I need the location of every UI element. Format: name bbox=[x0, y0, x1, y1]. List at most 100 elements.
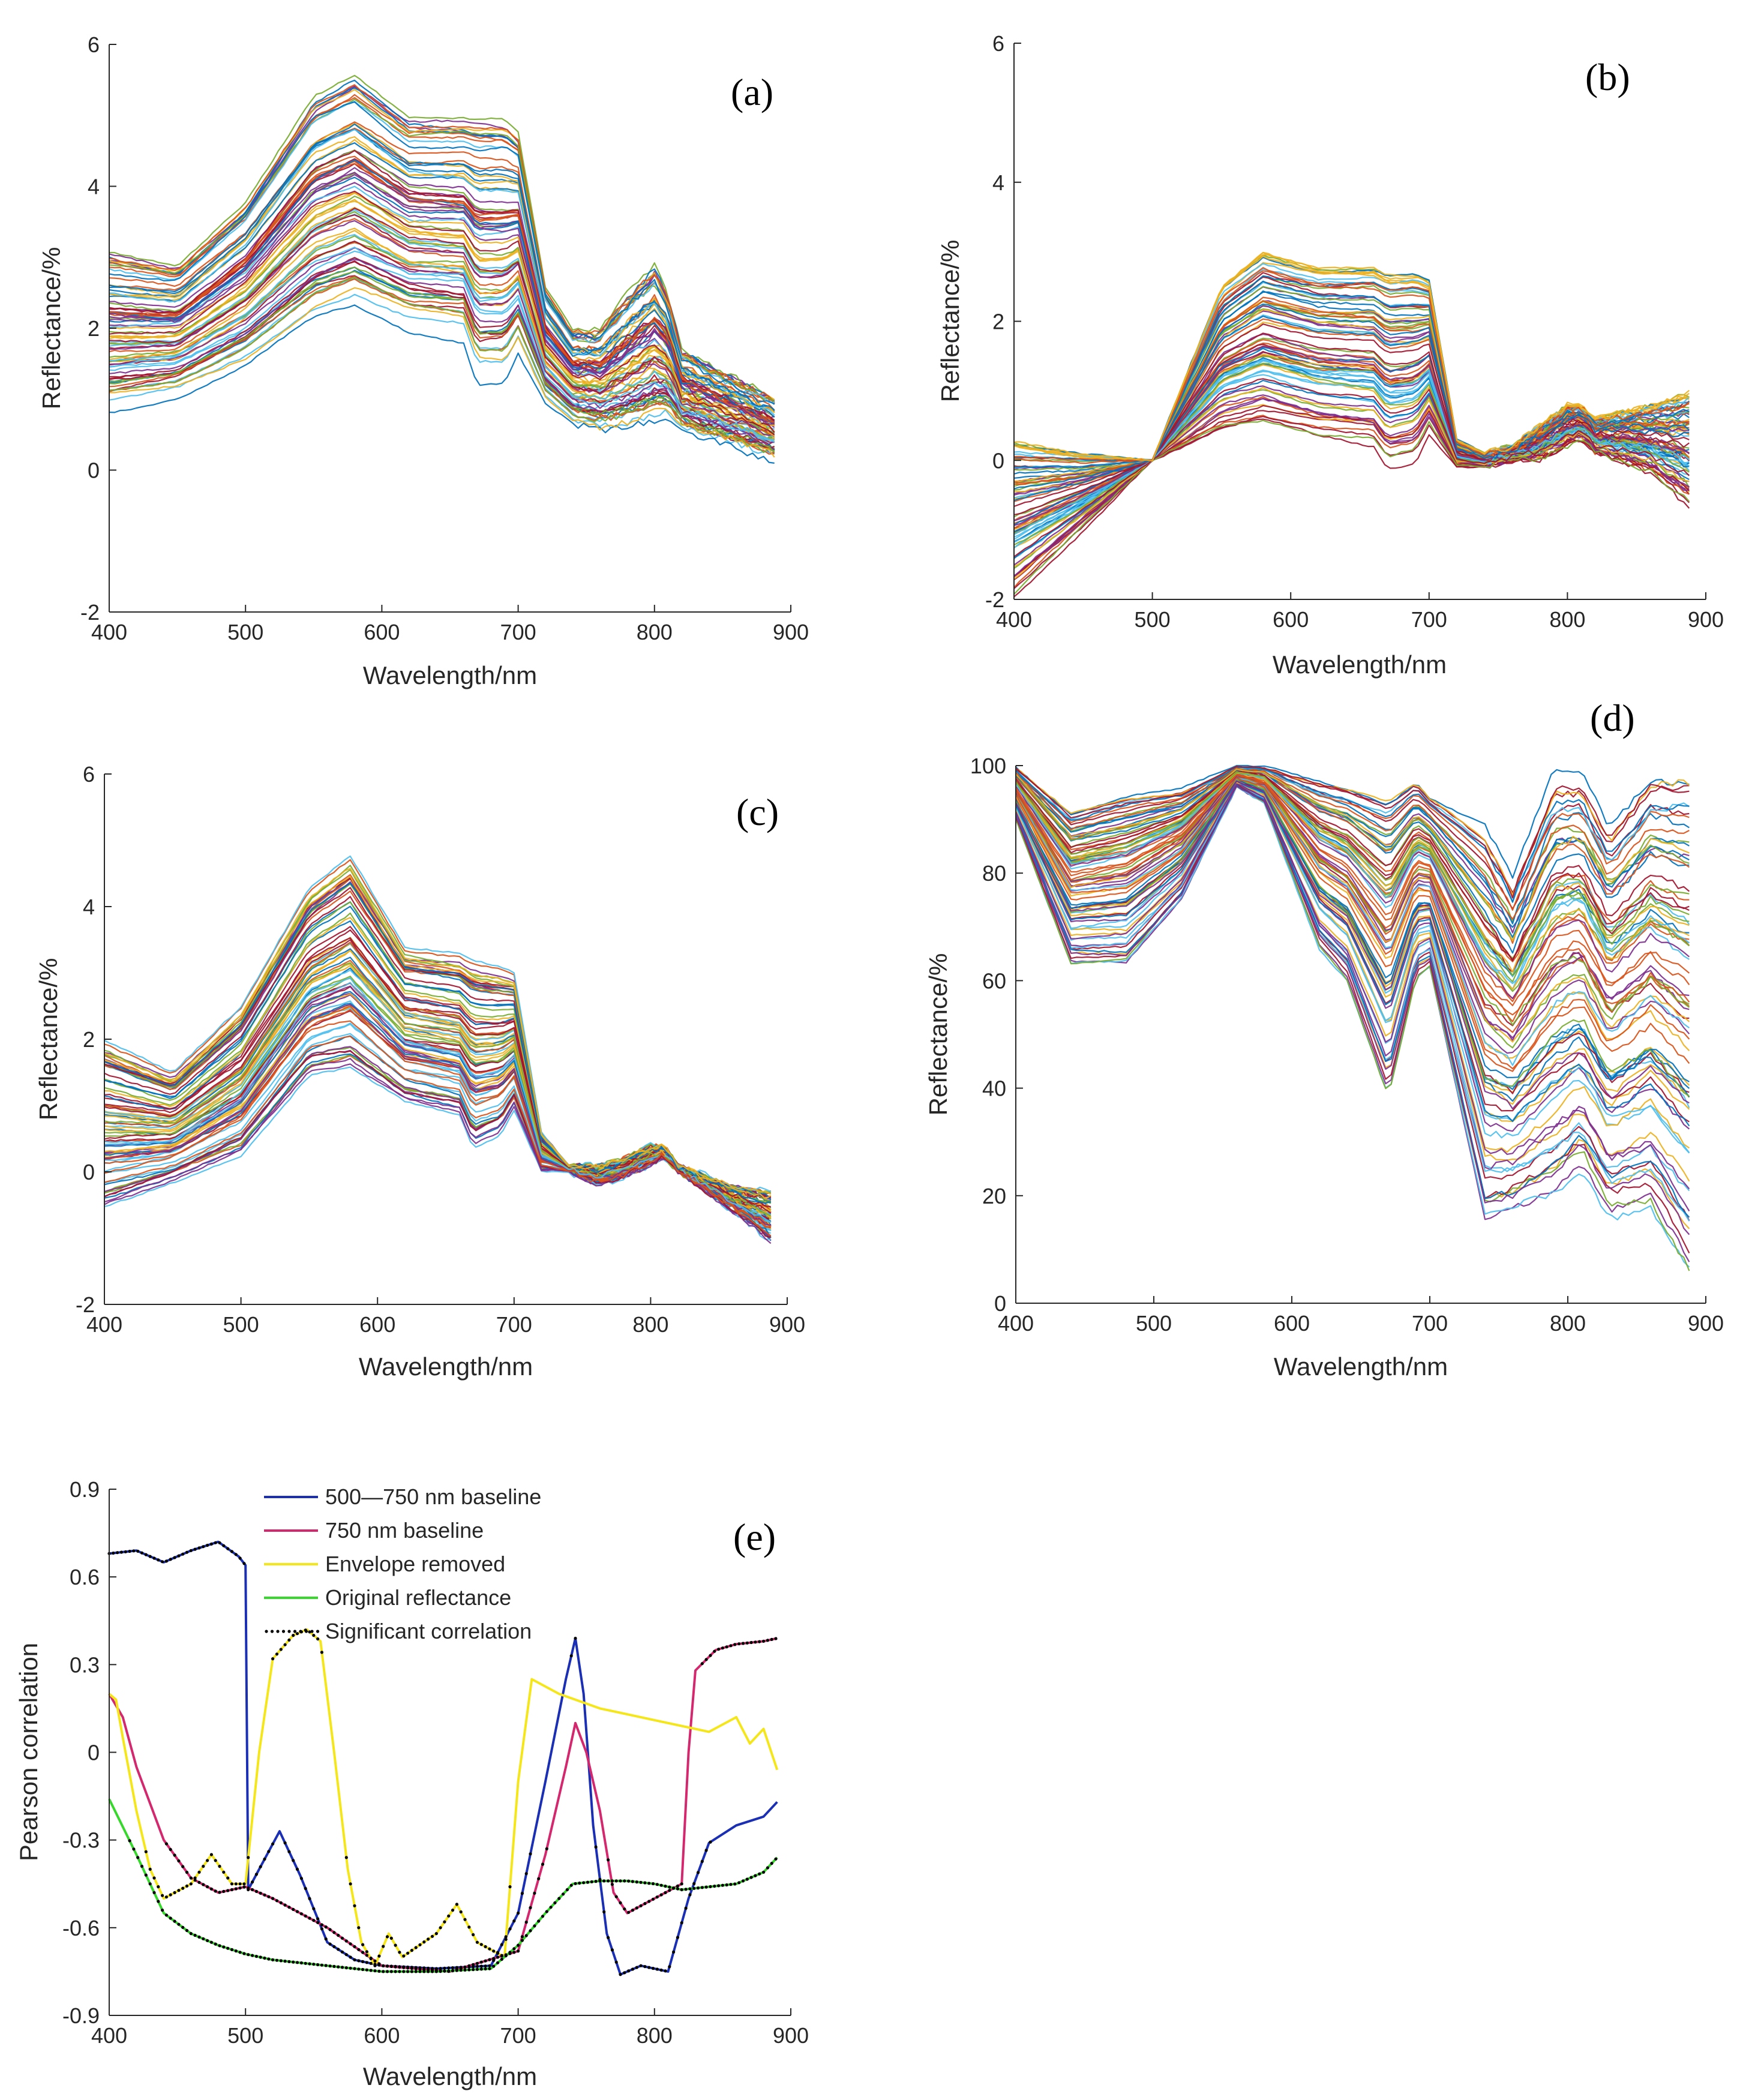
legend-label-500-750: 500—750 nm baseline bbox=[325, 1484, 541, 1509]
significant-marker bbox=[206, 1543, 209, 1547]
significant-marker bbox=[320, 1651, 324, 1654]
significant-marker bbox=[479, 1960, 483, 1964]
significant-marker bbox=[157, 1885, 160, 1889]
significant-marker bbox=[173, 1853, 176, 1857]
significant-marker bbox=[385, 1935, 389, 1939]
significant-marker bbox=[357, 1948, 361, 1951]
significant-marker bbox=[676, 1884, 679, 1888]
spectrum-line bbox=[1015, 778, 1690, 1066]
x-tick-label: 600 bbox=[359, 1312, 395, 1337]
significant-marker bbox=[344, 1856, 348, 1859]
significant-marker bbox=[209, 1940, 213, 1944]
spectrum-line bbox=[1013, 318, 1690, 502]
significant-marker bbox=[496, 1955, 500, 1959]
significant-marker bbox=[332, 1964, 336, 1968]
significant-marker bbox=[762, 1639, 766, 1643]
significant-marker bbox=[610, 1948, 614, 1952]
panel-b-spectra bbox=[1013, 251, 1690, 598]
significant-marker bbox=[385, 1970, 389, 1973]
significant-marker bbox=[279, 1648, 283, 1651]
significant-marker bbox=[124, 1550, 127, 1553]
significant-marker bbox=[169, 1558, 172, 1561]
significant-marker bbox=[202, 1883, 205, 1886]
significant-marker bbox=[177, 1554, 181, 1558]
spectrum-line bbox=[109, 241, 775, 441]
spectrum-line bbox=[109, 259, 775, 450]
significant-marker bbox=[377, 1962, 381, 1966]
spectrum-line bbox=[1015, 785, 1690, 1271]
significant-marker bbox=[512, 1919, 516, 1923]
significant-marker bbox=[389, 1970, 393, 1973]
significant-marker bbox=[623, 1971, 626, 1975]
y-tick-label: 4 bbox=[83, 895, 95, 919]
spectrum-line bbox=[109, 293, 775, 455]
significant-marker bbox=[365, 1950, 369, 1954]
significant-marker bbox=[492, 1949, 496, 1953]
significant-marker bbox=[267, 1895, 271, 1898]
significant-marker bbox=[337, 1933, 340, 1937]
significant-marker bbox=[467, 1964, 471, 1967]
y-tick-label: 4 bbox=[992, 170, 1004, 195]
significant-marker bbox=[144, 1873, 148, 1877]
significant-marker bbox=[340, 1936, 344, 1940]
significant-marker bbox=[382, 1945, 385, 1948]
significant-marker bbox=[140, 1864, 144, 1868]
significant-marker bbox=[238, 1951, 242, 1954]
spectrum-line bbox=[1015, 785, 1690, 1262]
significant-marker bbox=[696, 1886, 700, 1890]
significant-marker bbox=[488, 1967, 491, 1970]
significant-marker bbox=[627, 1910, 631, 1914]
significant-marker bbox=[475, 1940, 479, 1944]
x-tick-label: 500 bbox=[227, 620, 263, 644]
significant-marker bbox=[189, 1549, 193, 1552]
significant-marker bbox=[394, 1970, 397, 1973]
significant-marker bbox=[655, 1967, 659, 1971]
spectrum-line bbox=[104, 868, 772, 1195]
significant-marker bbox=[479, 1964, 483, 1968]
y-tick-label: -2 bbox=[985, 587, 1004, 612]
y-tick-label: 0 bbox=[83, 1160, 95, 1184]
x-tick-label: 900 bbox=[769, 1312, 805, 1337]
significant-marker bbox=[304, 1886, 307, 1891]
significant-marker bbox=[594, 1880, 598, 1883]
significant-marker bbox=[251, 1880, 254, 1884]
significant-marker bbox=[316, 1917, 320, 1921]
spectrum-line bbox=[1015, 780, 1690, 1105]
significant-marker bbox=[459, 1969, 463, 1972]
significant-marker bbox=[324, 1937, 328, 1941]
significant-marker bbox=[472, 1968, 475, 1972]
significant-marker bbox=[672, 1886, 676, 1890]
significant-marker bbox=[275, 1958, 279, 1962]
spectrum-line bbox=[1015, 768, 1690, 941]
significant-marker bbox=[185, 1550, 189, 1554]
spectrum-line bbox=[1015, 767, 1690, 903]
significant-marker bbox=[132, 1847, 136, 1851]
significant-marker bbox=[251, 1888, 254, 1892]
significant-marker bbox=[443, 1969, 446, 1973]
y-tick-label: 6 bbox=[88, 32, 100, 57]
significant-marker bbox=[680, 1888, 683, 1892]
panel-a-x-ticks: 400 500 600 700 800 900 bbox=[91, 605, 809, 644]
significant-marker bbox=[259, 1955, 262, 1959]
significant-marker bbox=[324, 1964, 328, 1967]
significant-marker bbox=[263, 1857, 266, 1861]
spectrum-line bbox=[1015, 772, 1690, 983]
significant-marker bbox=[623, 1907, 626, 1911]
significant-marker bbox=[754, 1874, 757, 1877]
spectrum-line bbox=[109, 261, 775, 449]
spectrum-line bbox=[109, 149, 775, 421]
significant-marker bbox=[484, 1964, 487, 1968]
spectrum-line bbox=[1015, 780, 1690, 1153]
significant-marker bbox=[328, 1964, 332, 1968]
significant-marker bbox=[357, 1959, 361, 1963]
y-tick-label: 60 bbox=[982, 968, 1006, 993]
significant-marker bbox=[332, 1945, 336, 1949]
y-tick-label: -0.3 bbox=[62, 1828, 100, 1853]
significant-marker bbox=[357, 1967, 361, 1971]
significant-marker bbox=[144, 1553, 148, 1556]
spectrum-line bbox=[1015, 780, 1690, 1127]
significant-marker bbox=[152, 1556, 156, 1560]
significant-marker bbox=[254, 1889, 258, 1893]
significant-marker bbox=[700, 1662, 704, 1666]
